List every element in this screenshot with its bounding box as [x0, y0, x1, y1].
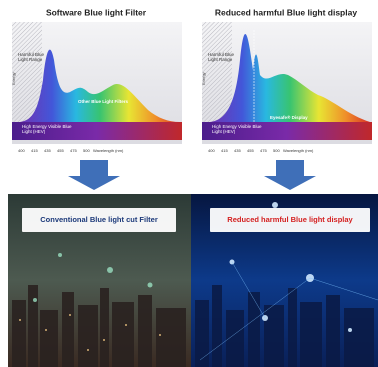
- x-tick-label: 455: [247, 148, 254, 153]
- photo-right: Reduced harmful Blue light display: [191, 194, 378, 367]
- panel: Reduced harmful Blue light display Energ…: [201, 7, 372, 153]
- photo-left: Conventional Blue light cut Filter: [8, 194, 191, 367]
- curve-label: Other Blue Light Filters: [78, 99, 129, 104]
- hev-band: [202, 122, 372, 140]
- down-arrow: [264, 160, 316, 190]
- x-axis-label: Wavelength (nm): [283, 148, 314, 153]
- down-arrow: [68, 160, 120, 190]
- hatch: [202, 22, 232, 122]
- x-tick-label: 400: [208, 148, 215, 153]
- panel-title: Reduced harmful Blue light display: [215, 7, 357, 17]
- curve-label: Eyesafe® Display: [270, 114, 308, 120]
- x-tick-label: 400: [18, 148, 25, 153]
- x-tick-label: 415: [221, 148, 228, 153]
- range-label-box: Harmful Blue Light Range: [208, 52, 235, 63]
- band-label-box: High Energy Visible Blue Light (HEV): [22, 124, 72, 135]
- hatch: [12, 22, 42, 122]
- band-label: High Energy Visible Blue Light (HEV): [22, 124, 72, 135]
- x-tick-label: 435: [234, 148, 241, 153]
- x-axis-label: Wavelength (nm): [93, 148, 124, 153]
- band-label-box: High Energy Visible Blue Light (HEV): [212, 124, 262, 135]
- band-label: High Energy Visible Blue Light (HEV): [212, 124, 262, 135]
- x-tick-label: 455: [57, 148, 64, 153]
- x-tick-label: 435: [44, 148, 51, 153]
- spectrum-curve: [20, 49, 180, 122]
- x-tick-label: 500: [83, 148, 90, 153]
- range-label: Harmful Blue Light Range: [18, 52, 45, 63]
- x-tick-label: 475: [260, 148, 267, 153]
- range-label: Harmful Blue Light Range: [208, 52, 235, 63]
- photo-label: Conventional Blue light cut Filter: [40, 215, 158, 224]
- x-tick-label: 415: [31, 148, 38, 153]
- x-ticks: 400 415 435 455 475 500: [18, 148, 90, 153]
- spectrum-curve: [210, 33, 370, 122]
- y-axis-label: Energy: [11, 72, 16, 85]
- hev-band: [12, 122, 182, 140]
- x-tick-label: 500: [273, 148, 280, 153]
- x-tick-label: 475: [70, 148, 77, 153]
- y-axis-label: Energy: [201, 72, 206, 85]
- panel-title: Software Blue light Filter: [46, 7, 147, 17]
- x-ticks: 400 415 435 455 475 500: [208, 148, 280, 153]
- photo-label: Reduced harmful Blue light display: [227, 215, 353, 224]
- range-label-box: Harmful Blue Light Range: [18, 52, 45, 63]
- panel: Software Blue light Filter Energy Harmfu…: [11, 7, 182, 153]
